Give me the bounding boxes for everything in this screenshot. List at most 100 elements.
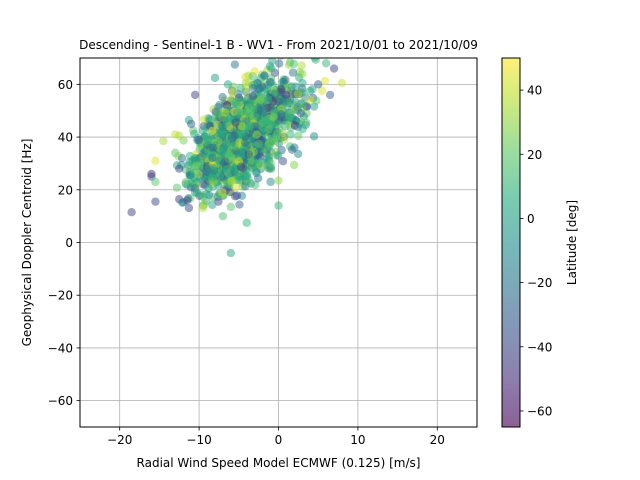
scatter-point — [151, 197, 160, 206]
scatter-point — [245, 121, 254, 131]
scatter-point — [306, 95, 315, 105]
chart-title: Descending - Sentinel-1 B - WV1 - From 2… — [79, 38, 478, 52]
x-axis-ticks: −20 −10 0 10 20 — [107, 427, 445, 447]
scatter-point — [248, 91, 258, 101]
scatter-point — [285, 113, 294, 122]
scatter-point — [194, 135, 204, 145]
scatter-point — [201, 129, 211, 139]
scatter-point — [151, 156, 160, 165]
scatter-point — [273, 151, 283, 160]
scatter-point — [208, 143, 218, 153]
y-axis-ticks: −60 −40 −20 0 20 40 60 — [48, 78, 80, 408]
scatter-point — [285, 99, 294, 108]
scatter-point — [286, 130, 295, 139]
scatter-point — [270, 108, 279, 117]
scatter-point — [182, 196, 192, 205]
scatter-point — [199, 115, 209, 124]
scatter-point — [294, 131, 303, 140]
scatter-point — [237, 122, 246, 131]
scatter-point — [267, 64, 276, 73]
scatter-point — [241, 72, 250, 82]
colorbar-ticks: −60 −40 −20 0 20 40 — [520, 84, 552, 418]
x-tick-label: −20 — [107, 433, 132, 447]
x-tick-label: 20 — [430, 433, 445, 447]
scatter-point — [277, 110, 286, 119]
scatter-point — [266, 177, 275, 187]
scatter-point — [288, 68, 298, 77]
scatter-point — [233, 108, 242, 117]
scatter-point — [274, 201, 283, 210]
scatter-point — [223, 118, 232, 127]
scatter-point — [190, 90, 200, 100]
scatter-point — [290, 143, 299, 152]
scatter-point — [194, 169, 203, 179]
scatter-point — [151, 177, 160, 187]
scatter-point — [236, 84, 245, 93]
scatter-point — [202, 164, 212, 173]
y-tick-label: 20 — [58, 183, 73, 197]
scatter-point — [215, 100, 224, 110]
scatter-point — [250, 66, 259, 76]
scatter-point — [198, 204, 208, 213]
scatter-point — [238, 148, 247, 157]
scatter-point — [260, 71, 269, 80]
scatter-point — [242, 172, 251, 181]
scatter-point — [226, 202, 236, 212]
scatter-point — [236, 162, 246, 172]
scatter-point — [210, 163, 219, 173]
scatter-point — [218, 188, 227, 197]
scatter-point — [329, 64, 339, 73]
colorbar-tick-label: −60 — [527, 404, 552, 418]
scatter-point — [278, 156, 288, 166]
scatter-point — [276, 85, 286, 94]
scatter-point — [246, 156, 255, 165]
scatter-point — [127, 207, 136, 217]
scatter-point — [240, 138, 250, 148]
scatter-point — [184, 203, 194, 213]
scatter-point — [175, 164, 184, 173]
scatter-point — [186, 119, 196, 129]
scatter-points — [127, 58, 347, 258]
colorbar-tick-label: −40 — [527, 340, 552, 354]
scatter-point — [275, 59, 284, 68]
scatter-point — [282, 90, 291, 100]
y-tick-label: −40 — [48, 341, 73, 355]
scatter-point — [274, 176, 283, 185]
scatter-point — [253, 174, 263, 183]
y-axis-label: Geophysical Doppler Centroid [Hz] — [20, 139, 34, 347]
scatter-point — [255, 152, 265, 161]
scatter-point — [235, 200, 244, 209]
scatter-point — [227, 134, 236, 143]
scatter-point — [242, 218, 251, 227]
scatter-point — [208, 172, 218, 182]
scatter-point — [264, 125, 273, 134]
scatter-point — [254, 159, 263, 168]
scatter-point — [312, 96, 321, 105]
scatter-point — [309, 132, 319, 141]
colorbar-tick-label: 40 — [527, 84, 542, 98]
scatter-point — [289, 59, 299, 69]
scatter-point — [317, 86, 327, 95]
y-tick-label: 40 — [58, 131, 73, 145]
scatter-point — [230, 60, 240, 69]
scatter-point — [252, 130, 261, 139]
scatter-point — [229, 141, 239, 150]
y-tick-label: 0 — [65, 236, 73, 250]
scatter-point — [220, 108, 230, 117]
scatter-point — [224, 149, 233, 159]
scatter-point — [280, 135, 289, 144]
scatter-point — [190, 129, 199, 139]
scatter-point — [253, 110, 262, 119]
scatter-point — [221, 157, 230, 166]
scatter-point — [191, 154, 200, 163]
y-tick-label: −20 — [48, 289, 73, 303]
colorbar: −60 −40 −20 0 20 40 Latitude [deg] — [501, 57, 579, 428]
scatter-point — [296, 108, 306, 118]
scatter-point — [244, 150, 254, 159]
scatter-point — [321, 59, 331, 68]
scatter-point — [202, 189, 211, 199]
scatter-point — [290, 105, 299, 115]
scatter-point — [275, 124, 284, 134]
scatter-point — [181, 165, 190, 174]
scatter-point — [231, 98, 240, 107]
